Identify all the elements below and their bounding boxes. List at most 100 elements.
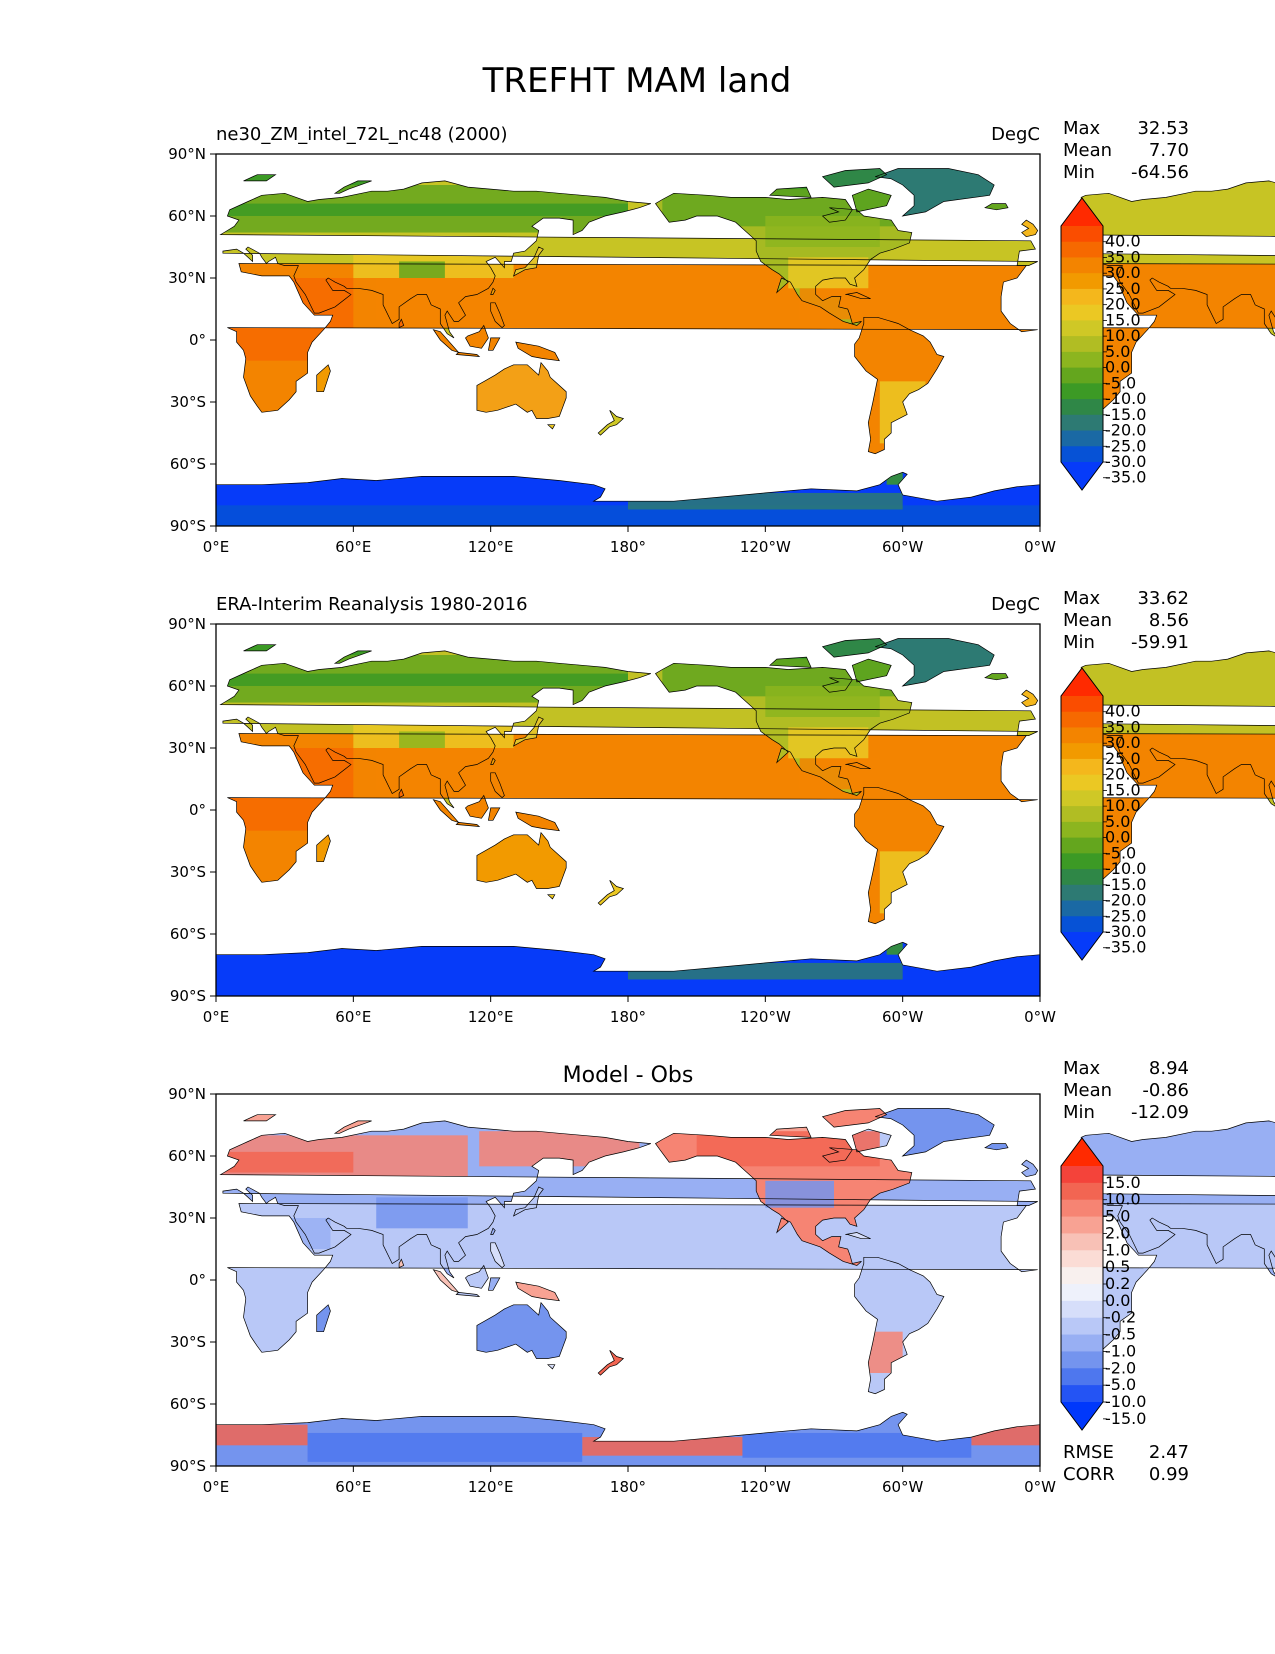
- field-band-1: [216, 203, 628, 216]
- lat-tick-label: 60°N: [168, 1147, 206, 1165]
- land-sumatra: [433, 799, 459, 823]
- coastline-ellesmere: [821, 638, 888, 658]
- coastline-sumatra: [432, 799, 460, 824]
- colorbar-bin: [1061, 1250, 1103, 1268]
- extra-stat-label: CORR: [1063, 1464, 1115, 1485]
- stat-value: 7.70: [1149, 140, 1189, 161]
- colorbar-bin: [1061, 1284, 1103, 1302]
- map-panel-1: 90°N 60°N 30°N 0° 30°S 60°S 90°S 0°E 60°E 120°E 18…: [168, 118, 1275, 556]
- lat-tick-label: 30°N: [168, 739, 206, 757]
- colorbar-bin: [1061, 1351, 1103, 1369]
- lon-tick-label: 0°W: [1024, 538, 1056, 556]
- field-band-2: [479, 1131, 640, 1167]
- field-band-11: [216, 505, 1040, 526]
- colorbar-extend-min: [1061, 462, 1103, 490]
- map-panel-2: 90°N 60°N 30°N 0° 30°S 60°S 90°S 0°E 60°E 120°E 18…: [168, 588, 1275, 1026]
- colorbar-bin: [1061, 446, 1103, 463]
- lat-tick-label: 60°S: [170, 1395, 206, 1413]
- extra-stat-value: 0.99: [1149, 1464, 1189, 1485]
- coastline-java: [455, 352, 481, 357]
- panel-left-title: ERA-Interim Reanalysis 1980-2016: [216, 594, 528, 615]
- coastline-novaya: [333, 180, 372, 194]
- land-australia: [476, 1302, 567, 1359]
- colorbar-bin: [1061, 257, 1103, 274]
- coastline-borneo: [465, 794, 489, 819]
- coastline-uk: [1021, 1159, 1039, 1178]
- coastline-novaya: [333, 1120, 372, 1134]
- colorbar-bin: [1061, 900, 1103, 917]
- land-philippines: [490, 302, 505, 328]
- field-band-9: [582, 1437, 743, 1456]
- lat-tick-label: 90°N: [168, 145, 206, 163]
- colorbar-tick-label: -25.0: [1105, 436, 1146, 455]
- colorbar-tick-label: 15.0: [1105, 780, 1141, 799]
- land-borneo: [465, 795, 489, 819]
- field-band-7: [765, 686, 880, 717]
- land-uk: [1021, 220, 1038, 237]
- panel-left-title: ne30_ZM_intel_72L_nc48 (2000): [216, 124, 508, 145]
- coastline-sulawesi: [487, 1277, 501, 1291]
- lat-tick-label: 90°S: [170, 987, 206, 1005]
- colorbar-tick-label: 1.0: [1105, 1240, 1130, 1259]
- coastline-svalbard: [243, 1114, 277, 1122]
- land-sri: [399, 319, 404, 328]
- lon-tick-label: 60°W: [882, 538, 924, 556]
- land-taiwan: [490, 288, 496, 295]
- land-svalbard: [243, 174, 276, 181]
- coastline-africa: [227, 733, 1038, 883]
- land-greenland: [875, 1108, 995, 1156]
- colorbar-tick-label: -25.0: [1105, 906, 1146, 925]
- colorbar-bin: [1061, 399, 1103, 416]
- field-band-8: [788, 257, 869, 289]
- land-sulawesi: [488, 337, 500, 351]
- colorbar-tick-label: 35.0: [1105, 717, 1141, 736]
- lon-tick-label: 0°E: [203, 1478, 230, 1496]
- coastline-sulawesi: [487, 337, 501, 351]
- stat-label: Max: [1063, 588, 1101, 609]
- lon-tick-label: 0°W: [1024, 1478, 1056, 1496]
- lon-tick-label: 180°: [610, 1008, 646, 1026]
- coastline-sri: [398, 318, 405, 329]
- coastline-greenland: [875, 1108, 995, 1157]
- colorbar-bin: [1061, 336, 1103, 353]
- land-antarctica: [216, 942, 1040, 996]
- land-greenland: [875, 168, 995, 216]
- colorbar-tick-label: 10.0: [1105, 1190, 1141, 1209]
- coastline-baffin: [851, 658, 892, 683]
- colorbar-tick-label: 15.0: [1105, 1173, 1141, 1192]
- coastline-uk: [1021, 689, 1039, 708]
- coastline-nz: [597, 1350, 625, 1376]
- field-band-4: [376, 278, 491, 320]
- land-sumatra: [433, 329, 459, 353]
- colorbar-bin: [1061, 1368, 1103, 1386]
- stat-label: Mean: [1063, 140, 1112, 161]
- lat-tick-label: 90°S: [170, 517, 206, 535]
- lon-tick-label: 120°E: [468, 538, 514, 556]
- colorbar-bin: [1061, 884, 1103, 902]
- coastline-africa: [227, 263, 1038, 413]
- field-band-8: [788, 727, 869, 759]
- colorbar-extend-min: [1061, 932, 1103, 960]
- colorbar-bin: [1061, 853, 1103, 870]
- coastline-taiwan: [490, 287, 496, 295]
- colorbar-tick-label: -0.2: [1105, 1308, 1136, 1327]
- colorbar-tick-label: 15.0: [1105, 310, 1141, 329]
- coastline-antarctica: [215, 1411, 1041, 1467]
- colorbar-bin: [1061, 806, 1103, 823]
- coastline-baffin: [851, 188, 892, 213]
- colorbar-bin: [1061, 367, 1103, 384]
- coastline-taiwan: [490, 757, 496, 765]
- stat-label: Max: [1063, 118, 1101, 139]
- colorbar-bin: [1061, 226, 1103, 243]
- land-java: [456, 822, 480, 827]
- land-svalbard: [243, 1114, 276, 1121]
- coastline-eurasia-wrap: [1043, 180, 1275, 337]
- colorbar-tick-label: 0.0: [1105, 828, 1130, 847]
- stat-value: -59.91: [1131, 632, 1189, 653]
- colorbar-bin: [1061, 1182, 1103, 1201]
- field-band-3: [399, 731, 445, 748]
- stat-label: Min: [1063, 632, 1095, 653]
- colorbar-tick-label: -15.0: [1105, 405, 1146, 424]
- colorbar-tick-label: 10.0: [1105, 326, 1141, 345]
- coastline-eurasia: [219, 180, 1038, 339]
